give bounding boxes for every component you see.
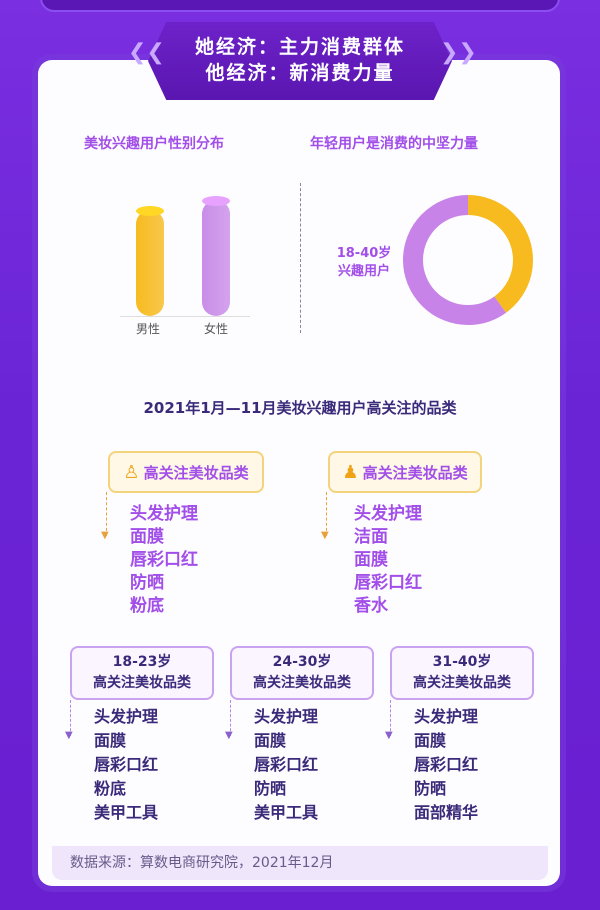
bar-cap-1 [202,195,230,206]
female-arrow-icon: ▼ [101,530,109,541]
list-item: 面膜 [414,731,447,750]
male-list: 头发护理 洁面 面膜 唇彩口红 香水 [354,503,422,618]
female-connector [106,492,107,536]
list-item: 头发护理 [254,707,319,726]
age-connector [70,700,71,736]
age-tag-label: 高关注美妆品类 [413,675,511,691]
top-strip [40,0,560,12]
list-item: 头发护理 [130,504,198,524]
list-item: 香水 [354,596,388,616]
list-item: 粉底 [130,596,164,616]
list-item: 美甲工具 [94,803,159,822]
female-person-icon: ♙ [123,461,140,483]
age-arrow-icon: ▼ [225,730,233,741]
age-range-label: 31-40岁 [432,654,492,670]
age-list-31-40: 头发护理 面膜 唇彩口红 防晒 面部精华 [414,705,478,825]
female-tag-label: 高关注美妆品类 [143,463,249,482]
list-item: 面膜 [94,731,127,750]
category-section-title: 2021年1月—11月美妆兴趣用户高关注的品类 [143,399,457,417]
female-list: 头发护理 面膜 唇彩口红 防晒 粉底 [130,503,198,618]
age-tag-31-40: 31-40岁 高关注美妆品类 [390,646,534,700]
age-range-label: 18-23岁 [112,654,172,670]
age-tag-label: 高关注美妆品类 [93,675,191,691]
list-item: 美甲工具 [254,803,319,822]
list-item: 头发护理 [354,504,422,524]
header-banner: 她经济：主力消费群体 他经济：新消费力量 [148,22,452,100]
header-line-1: 她经济：主力消费群体 [194,36,405,58]
donut-label: 18-40岁 兴趣用户 [328,245,400,281]
divider [300,183,301,333]
donut-label-line-1: 18-40岁 [336,246,392,261]
age-chart-title: 年轻用户是消费的中坚力量 [310,136,478,152]
list-item: 头发护理 [414,707,479,726]
gender-chart-title: 美妆兴趣用户性别分布 [84,136,224,152]
list-item: 面膜 [130,527,164,547]
header-line-2: 他经济：新消费力量 [205,62,395,84]
chevron-right-icon: ❯❯ [440,40,477,65]
list-item: 面部精华 [414,803,479,822]
female-category-tag: ♙ 高关注美妆品类 [108,451,264,493]
list-item: 洁面 [354,527,388,547]
list-item: 唇彩口红 [354,573,422,593]
bar-label-male: 男性 [136,322,161,336]
bar-label-female: 女性 [204,322,229,336]
bar-cap-0 [136,206,164,217]
list-item: 面膜 [254,731,287,750]
age-arrow-icon: ▼ [385,730,393,741]
list-item: 头发护理 [94,707,159,726]
data-source: 数据来源：算数电商研究院，2021年12月 [52,846,548,880]
age-connector [230,700,231,736]
list-item: 唇彩口红 [130,550,198,570]
age-range-label: 24-30岁 [272,654,332,670]
age-connector [390,700,391,736]
male-tag-label: 高关注美妆品类 [362,463,468,482]
bar-0 [136,210,164,316]
list-item: 粉底 [94,779,127,798]
donut-label-line-2: 兴趣用户 [337,264,390,279]
list-item: 唇彩口红 [94,755,159,774]
age-arrow-icon: ▼ [65,730,73,741]
male-category-tag: ♟ 高关注美妆品类 [328,451,482,493]
age-tag-label: 高关注美妆品类 [253,675,351,691]
bar-1 [202,199,230,316]
list-item: 防晒 [254,779,287,798]
list-item: 防晒 [130,573,164,593]
chevron-left-icon: ❮❮ [128,40,165,65]
male-arrow-icon: ▼ [321,530,329,541]
age-donut-chart [403,195,533,325]
male-person-icon: ♟ [342,461,359,483]
age-list-24-30: 头发护理 面膜 唇彩口红 防晒 美甲工具 [254,705,318,825]
list-item: 唇彩口红 [254,755,319,774]
male-connector [326,492,327,536]
list-item: 防晒 [414,779,447,798]
age-tag-18-23: 18-23岁 高关注美妆品类 [70,646,214,700]
donut-slice-0 [403,195,533,325]
age-list-18-23: 头发护理 面膜 唇彩口红 粉底 美甲工具 [94,705,158,825]
bar-baseline [120,316,250,317]
age-tag-24-30: 24-30岁 高关注美妆品类 [230,646,374,700]
list-item: 面膜 [354,550,388,570]
list-item: 唇彩口红 [414,755,479,774]
